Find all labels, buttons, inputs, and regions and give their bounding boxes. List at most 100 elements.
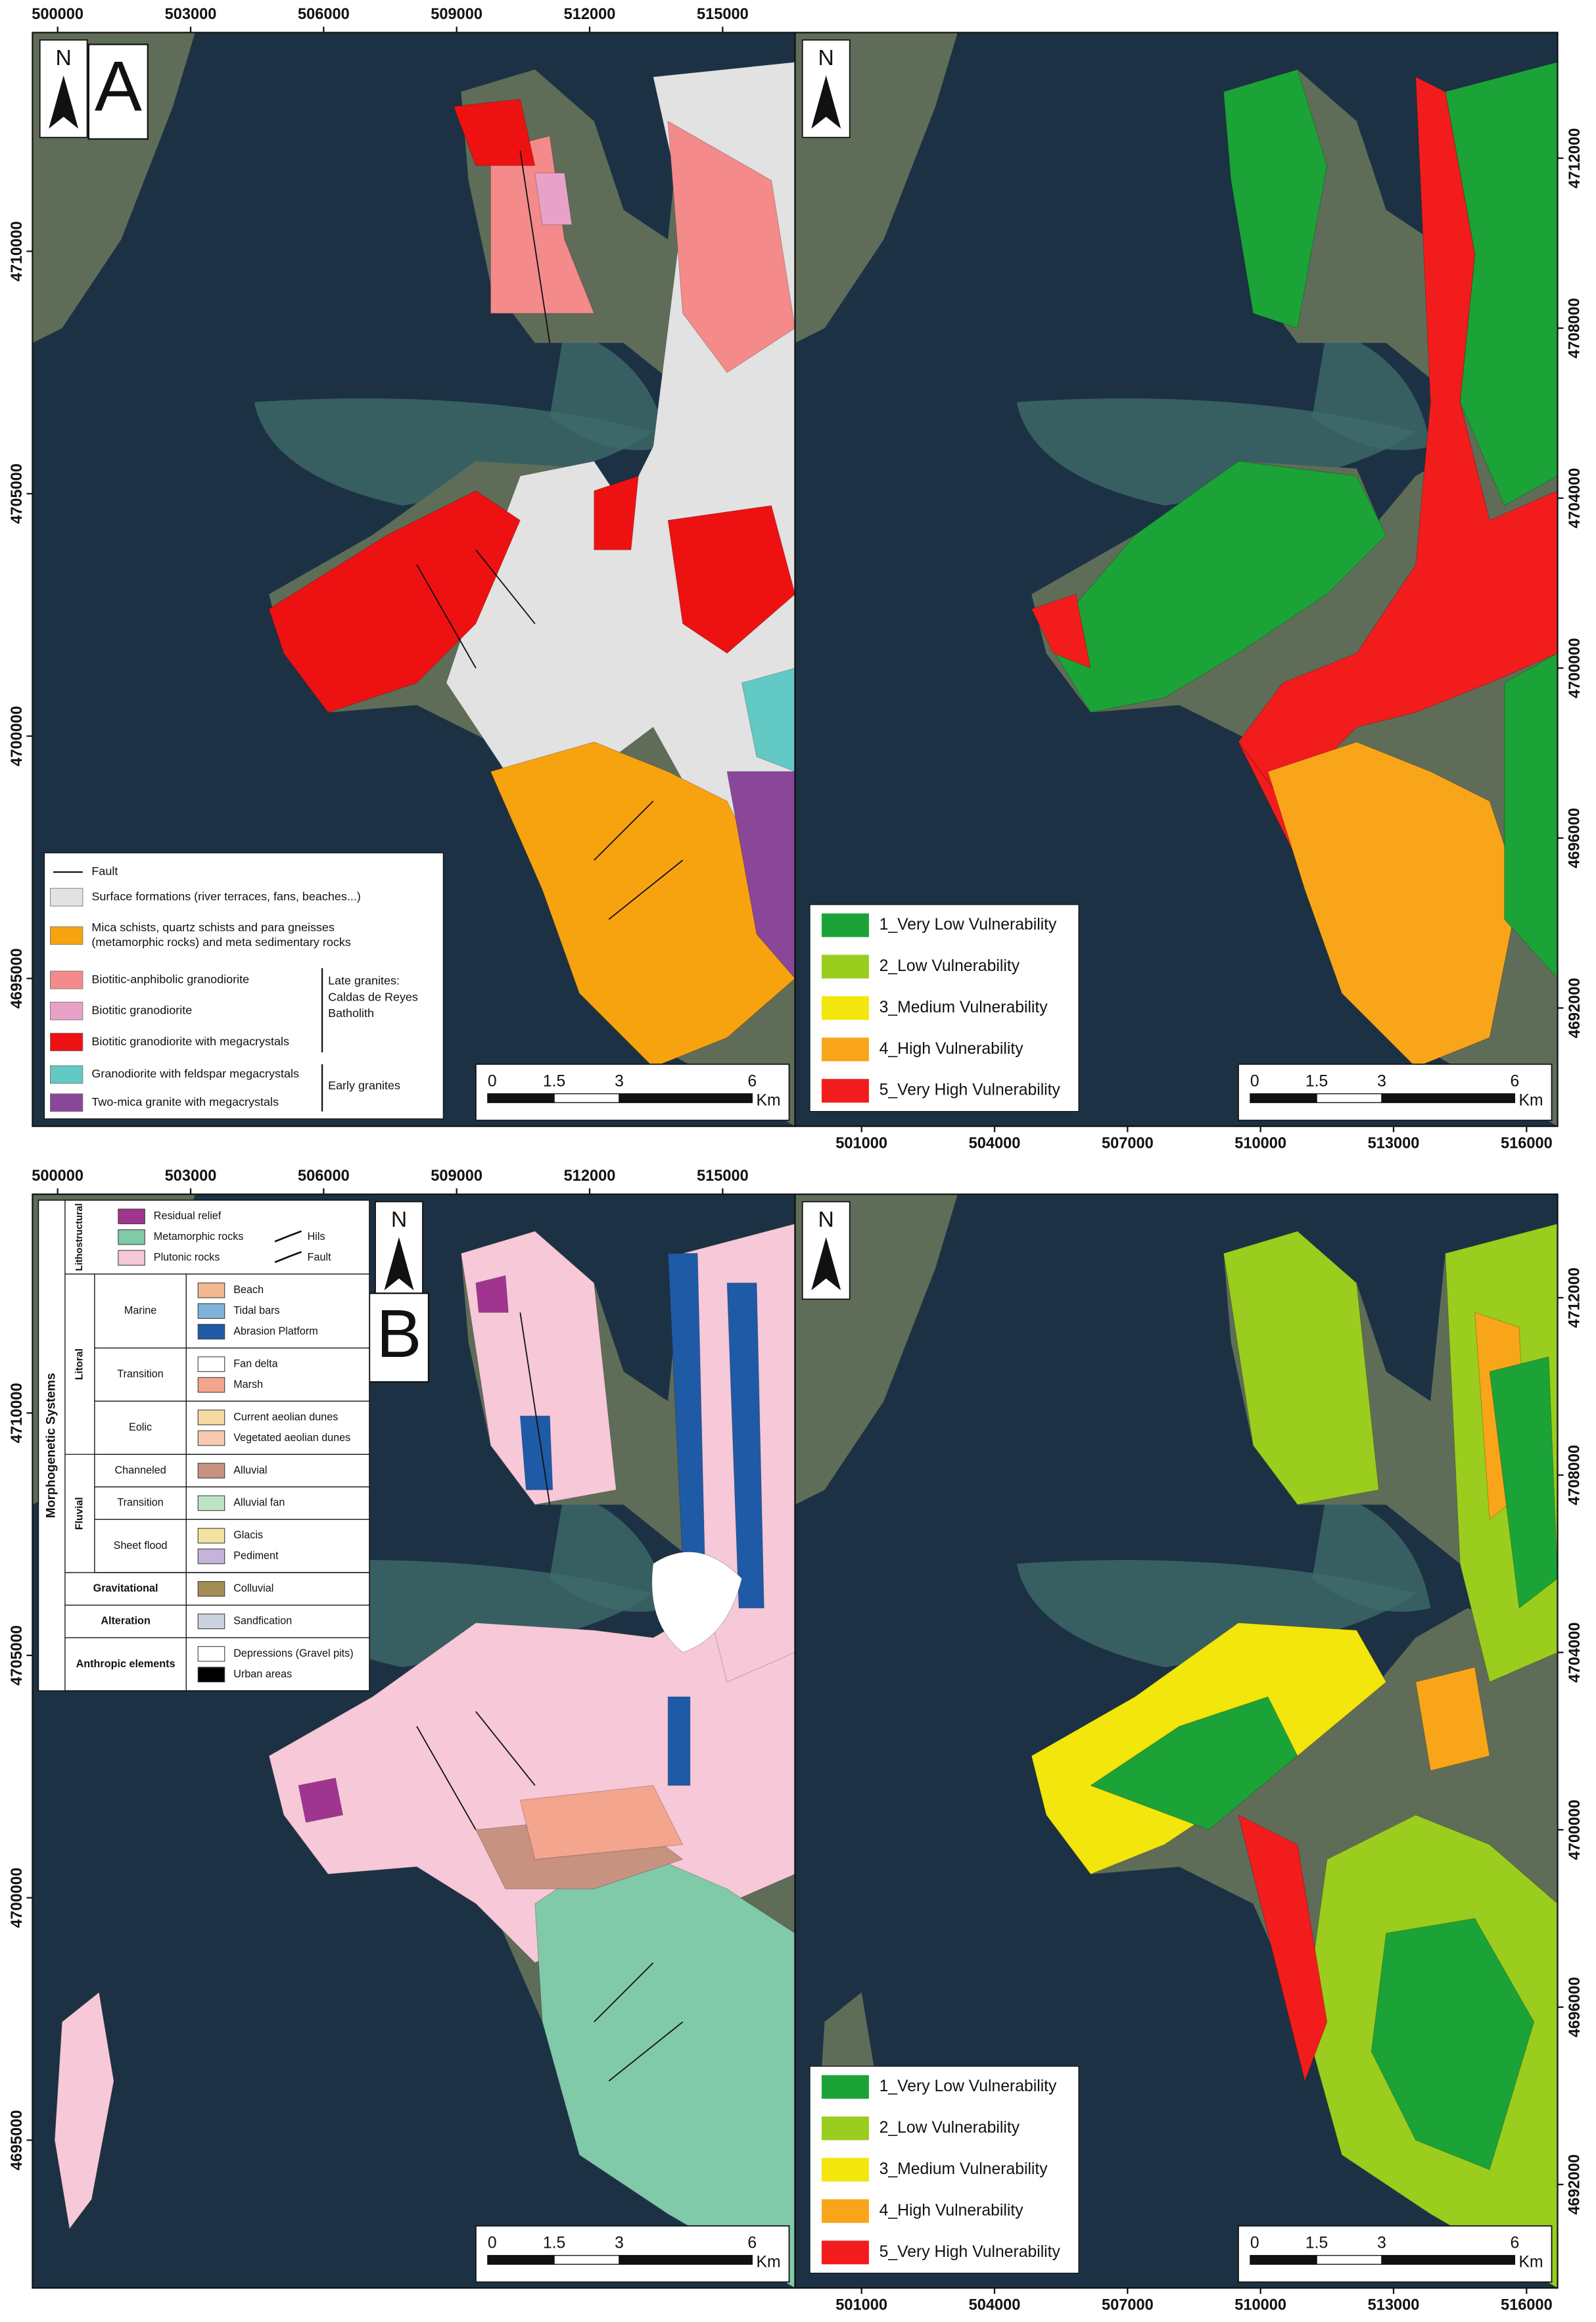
- coordinate-label: 500000: [32, 6, 83, 23]
- legend-label: Surface formations (river terraces, fans…: [91, 889, 360, 903]
- coordinate-label: 512000: [564, 6, 616, 23]
- map-unit: [519, 1415, 553, 1490]
- legend-label: Glacis: [233, 1529, 263, 1541]
- scale-tick-label: 6: [1510, 2234, 1519, 2252]
- legend-label: 2_Low Vulnerability: [880, 2119, 1020, 2137]
- fault-line: [519, 1312, 551, 1505]
- panel-letter-box: [368, 1292, 430, 1383]
- scale-tick-label: 1.5: [543, 2234, 565, 2252]
- legend-label: Fault: [308, 1252, 331, 1264]
- north-arrow: [49, 75, 79, 129]
- fault-line: [594, 800, 654, 861]
- legend-title: Morphogenetic Systems: [45, 1373, 59, 1518]
- coordinate-label: 4705000: [9, 1625, 26, 1686]
- legend-label: 5_Very High Vulnerability: [880, 2243, 1061, 2261]
- legend-swatch: [197, 1528, 225, 1544]
- scale-unit: Km: [1519, 2254, 1543, 2271]
- map-unit: [1031, 594, 1091, 669]
- coordinate-label: 500000: [32, 1168, 83, 1185]
- map-unit: [1504, 653, 1558, 980]
- legend-group: Gravitational: [93, 1582, 158, 1594]
- legend-swatch: [49, 1093, 83, 1112]
- scale-tick-label: 1.5: [1305, 2234, 1328, 2252]
- coordinate-label: 4692000: [1566, 2154, 1584, 2215]
- coordinate-label: 506000: [298, 1168, 350, 1185]
- scale-tick-label: 6: [747, 2234, 757, 2252]
- scale-tick-label: 1.5: [543, 1072, 565, 1090]
- coordinate-label: 504000: [969, 1135, 1021, 1152]
- scale-segment: [553, 2255, 620, 2265]
- map-unit: [490, 742, 795, 1068]
- fault-line: [475, 1711, 536, 1786]
- fault-line: [608, 2021, 684, 2082]
- coordinate-label: 509000: [431, 1168, 482, 1185]
- scale-segment: [1250, 2255, 1317, 2265]
- coordinate-label: 4710000: [9, 1383, 26, 1443]
- legend-swatch: [197, 1282, 225, 1298]
- legend-swatch: [197, 1430, 225, 1446]
- legend-label: Beach: [233, 1284, 264, 1296]
- legend-label: Marsh: [233, 1379, 263, 1390]
- coordinate-label: 503000: [165, 1168, 217, 1185]
- legend-swatch: [821, 1037, 869, 1062]
- coordinate-label: 4695000: [9, 948, 26, 1008]
- legend-label: Alluvial fan: [233, 1497, 285, 1509]
- legend-subgroup: Transition: [117, 1497, 163, 1509]
- legend-swatch: [49, 888, 83, 907]
- map-unit: [1371, 1918, 1535, 2170]
- north-label: N: [391, 1207, 407, 1232]
- legend-swatch: [197, 1495, 225, 1511]
- coordinate-label: 4708000: [1566, 298, 1584, 358]
- legend-label: Granodiorite with feldspar megacrystals: [91, 1067, 299, 1080]
- legend-swatch: [197, 1303, 225, 1319]
- shallow-sea: [254, 398, 653, 506]
- scale-segment: [553, 1093, 620, 1103]
- fault-line: [608, 859, 684, 920]
- coordinate-label: 507000: [1102, 2296, 1154, 2313]
- coordinate-label: 504000: [969, 2296, 1021, 2313]
- legend-label: Colluvial: [233, 1582, 273, 1594]
- scale-box: [475, 2225, 790, 2283]
- scale-segment: [619, 2255, 753, 2265]
- scale-tick-label: 6: [747, 1072, 757, 1090]
- scale-tick-label: 0: [488, 1072, 497, 1090]
- map-unit: [651, 1552, 743, 1653]
- legend-label: Depressions (Gravel pits): [233, 1647, 353, 1659]
- legend-subgroup: Marine: [124, 1304, 156, 1316]
- coordinate-label: 4710000: [9, 221, 26, 281]
- legend-label: Fault: [91, 865, 118, 878]
- legend-group: Anthropic elements: [76, 1658, 176, 1670]
- legend-swatch: [49, 926, 83, 945]
- coordinate-label: 4692000: [1566, 978, 1584, 1038]
- coordinate-label: 501000: [835, 2296, 887, 2313]
- legend-label: Vegetated aeolian dunes: [233, 1432, 350, 1444]
- shallow-sea: [1312, 1490, 1431, 1612]
- coordinate-label: 510000: [1234, 2296, 1286, 2313]
- legend-label: Abrasion Platform: [233, 1325, 318, 1337]
- scale-box: [1238, 2225, 1553, 2283]
- north-label: N: [818, 1207, 834, 1232]
- legend-subgroup: Sheet flood: [114, 1540, 168, 1552]
- legend-symbol: [274, 1250, 302, 1264]
- coordinate-label: 501000: [835, 1135, 887, 1152]
- north-arrow: [811, 75, 841, 129]
- shallow-sea: [550, 328, 669, 450]
- map-unit: [1238, 76, 1558, 802]
- coordinate-label: 515000: [697, 1168, 749, 1185]
- coordinate-label: 4704000: [1566, 1623, 1584, 1683]
- legend-symbol: [274, 1230, 302, 1243]
- legend-swatch: [821, 2199, 869, 2223]
- shallow-sea: [1016, 1560, 1416, 1667]
- coordinate-label: 507000: [1102, 1135, 1154, 1152]
- legend-swatch: [821, 2240, 869, 2265]
- legend-swatch: [197, 1463, 225, 1479]
- fault-line: [519, 151, 551, 343]
- fault-line: [416, 1726, 477, 1830]
- legend-swatch: [821, 2075, 869, 2099]
- coordinate-label: 4708000: [1566, 1445, 1584, 1505]
- panel-frame: [794, 32, 1559, 1127]
- legend-label: Biotitic granodiorite: [91, 1004, 192, 1017]
- legend-swatch: [197, 1356, 225, 1372]
- shallow-sea: [1312, 328, 1431, 450]
